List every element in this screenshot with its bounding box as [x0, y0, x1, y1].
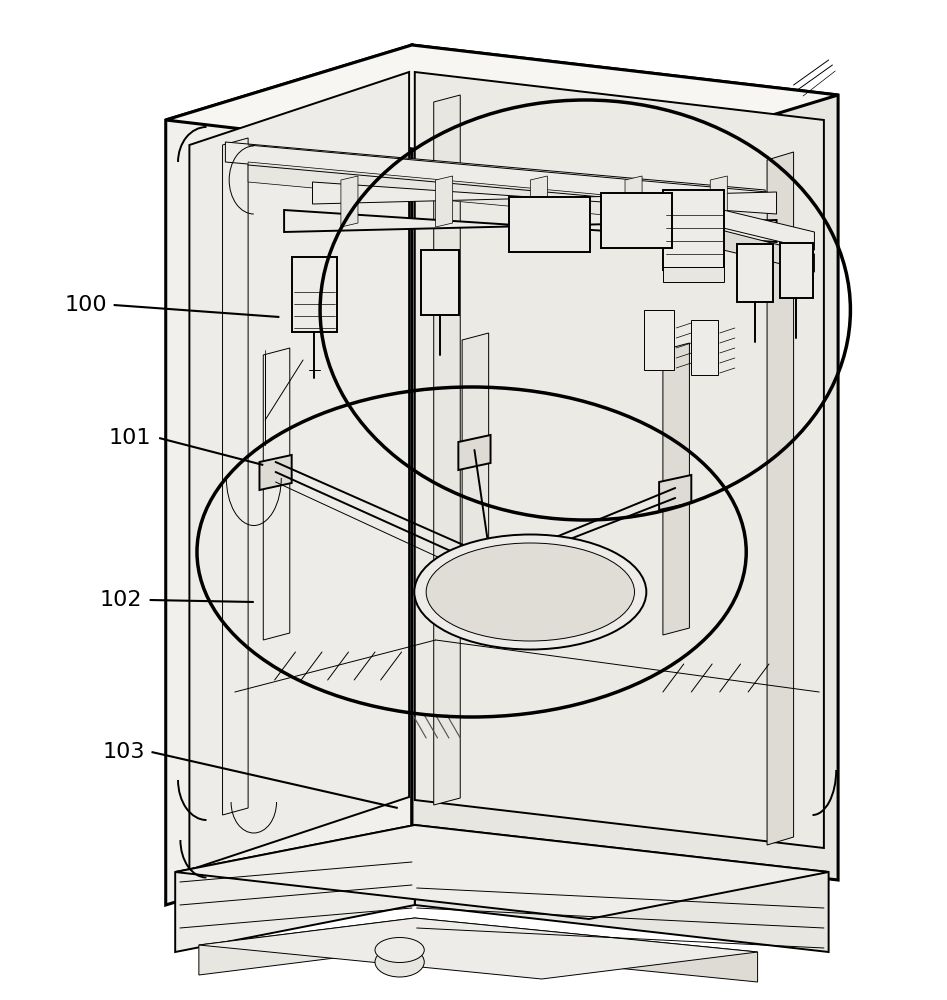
Ellipse shape [415, 534, 647, 650]
Polygon shape [313, 182, 777, 214]
Polygon shape [682, 220, 814, 272]
Bar [509, 197, 590, 252]
Polygon shape [625, 176, 642, 227]
Polygon shape [462, 333, 489, 625]
Bar [292, 257, 337, 332]
Polygon shape [459, 580, 604, 620]
Polygon shape [682, 200, 814, 250]
Ellipse shape [426, 543, 634, 641]
Bar [737, 244, 773, 302]
Polygon shape [415, 918, 758, 982]
Polygon shape [458, 435, 491, 470]
Polygon shape [248, 162, 767, 230]
Polygon shape [225, 142, 765, 210]
Polygon shape [263, 348, 290, 640]
Polygon shape [175, 825, 415, 952]
Polygon shape [199, 918, 758, 979]
Polygon shape [284, 210, 777, 242]
Polygon shape [189, 72, 409, 870]
Polygon shape [767, 152, 794, 845]
Polygon shape [710, 176, 727, 227]
Bar [663, 267, 724, 282]
Ellipse shape [375, 947, 424, 977]
Ellipse shape [375, 938, 424, 962]
Polygon shape [434, 95, 460, 805]
Polygon shape [175, 825, 829, 919]
Text: 103: 103 [102, 742, 145, 762]
Bar [644, 310, 674, 370]
Polygon shape [412, 45, 838, 880]
Polygon shape [663, 343, 689, 635]
Polygon shape [530, 176, 547, 227]
Bar [663, 190, 724, 270]
Polygon shape [659, 475, 691, 510]
Polygon shape [223, 138, 248, 815]
Polygon shape [166, 45, 838, 170]
Polygon shape [341, 176, 358, 227]
Polygon shape [259, 455, 292, 490]
Text: 101: 101 [109, 428, 152, 448]
Polygon shape [436, 176, 453, 227]
Polygon shape [166, 45, 412, 905]
Bar [780, 243, 813, 298]
Polygon shape [415, 72, 824, 848]
Polygon shape [415, 825, 829, 952]
Bar [601, 193, 672, 248]
Polygon shape [459, 605, 604, 632]
Text: 100: 100 [64, 295, 107, 315]
Polygon shape [199, 918, 415, 975]
Bar [421, 250, 459, 315]
Bar [691, 320, 718, 375]
Text: 102: 102 [99, 590, 142, 610]
